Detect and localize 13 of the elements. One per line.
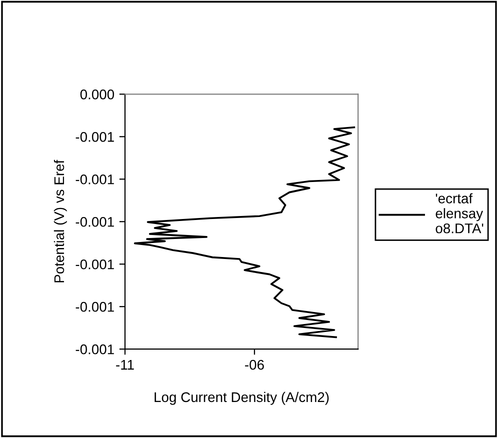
y-tick-label: -0.001 <box>76 216 114 227</box>
y-axis-title: Potential (V) vs Eref <box>54 160 67 282</box>
line-series <box>134 126 356 338</box>
x-tick-label: -11 <box>116 360 134 370</box>
y-tick-label: -0.001 <box>76 174 114 184</box>
legend-label: 'ecrtaf elensay o8.DTA' <box>436 193 484 234</box>
x-axis-title: Log Current Density (A/cm2) <box>154 392 329 405</box>
y-tick-label: -0.001 <box>76 259 114 270</box>
y-tick-label: -0.001 <box>76 302 114 312</box>
y-tick-label: 0.000 <box>80 90 114 100</box>
y-tick-label: -0.001 <box>76 132 114 142</box>
x-tick-label: -06 <box>245 360 264 370</box>
y-tick-label: -0.001 <box>76 344 114 354</box>
